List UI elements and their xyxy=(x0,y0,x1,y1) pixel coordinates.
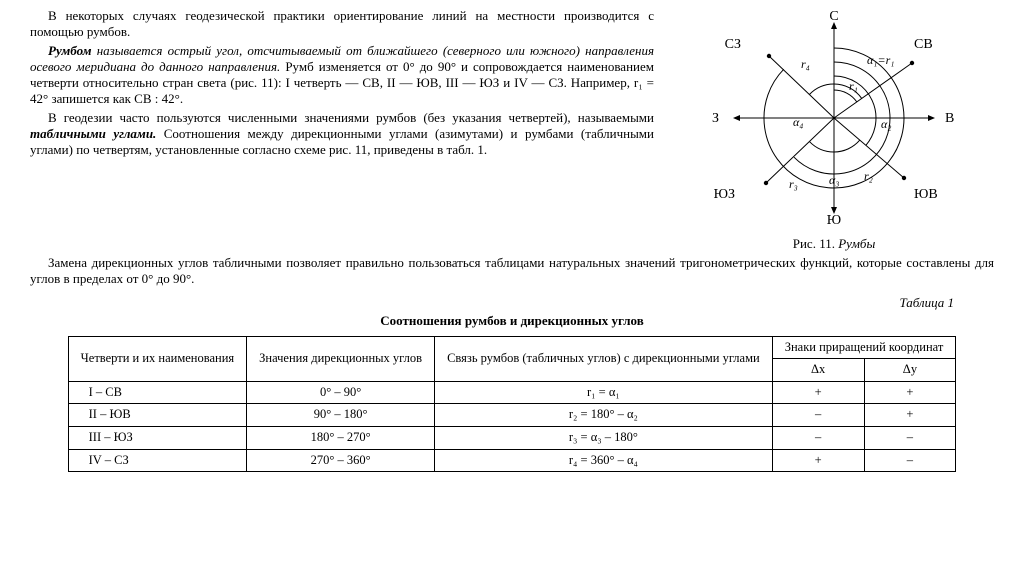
dir-w: З xyxy=(712,111,719,126)
table-row: III – ЮЗ 180° – 270° r₃ = α₃ – 180° – – xyxy=(68,427,956,450)
text-column: В некоторых случаях геодезической практи… xyxy=(30,8,654,160)
lbl-a3: α₃ xyxy=(829,173,839,187)
top-section: В некоторых случаях геодезической практи… xyxy=(30,8,994,253)
para-3: В геодезии часто пользуются численными з… xyxy=(30,110,654,159)
th-signs: Знаки приращений координат xyxy=(772,336,956,359)
table-header-row: Четверти и их наименования Значения дире… xyxy=(68,336,956,359)
table-row: IV – СЗ 270° – 360° r₄ = 360° – α₄ + – xyxy=(68,449,956,472)
para-2: Румбом называется острый угол, отсчитыва… xyxy=(30,43,654,108)
dir-s: Ю xyxy=(827,213,841,228)
table-row: I – СВ 0° – 90° r₁ = α₁ + + xyxy=(68,381,956,404)
lbl-a2: α₂ xyxy=(881,117,891,131)
table-row: II – ЮВ 90° – 180° r₂ = 180° – α₂ – + xyxy=(68,404,956,427)
lbl-a4: α₄ xyxy=(793,115,803,129)
lbl-a1r1: α₁=r₁ xyxy=(867,53,894,67)
th-dx: Δx xyxy=(772,359,864,382)
table-title: Соотношения румбов и дирекционных углов xyxy=(30,313,994,329)
lbl-r1: r₁ xyxy=(849,79,858,93)
para-1: В некоторых случаях геодезической практи… xyxy=(30,8,654,41)
th-ranges: Значения дирекционных углов xyxy=(247,336,435,381)
th-quarters: Четверти и их наименования xyxy=(68,336,247,381)
dir-nw: СЗ xyxy=(725,37,741,52)
th-relation: Связь румбов (табличных углов) с дирекци… xyxy=(435,336,773,381)
lbl-r3: r₃ xyxy=(789,177,798,191)
lbl-r2: r₂ xyxy=(864,169,873,183)
term-rumb: Румбом xyxy=(48,43,92,58)
dir-se: ЮВ xyxy=(914,187,938,202)
th-dy: Δy xyxy=(864,359,956,382)
figure-column: С Ю В З СВ ЮВ ЮЗ СЗ α₁=r₁ α₂ α₃ α₄ r₁ r₂… xyxy=(674,8,994,253)
relations-table: Четверти и их наименования Значения дире… xyxy=(68,336,957,473)
dir-ne: СВ xyxy=(914,37,933,52)
table-label: Таблица 1 xyxy=(30,295,954,311)
dir-e: В xyxy=(945,111,954,126)
lbl-r4: r₄ xyxy=(801,57,810,71)
dir-sw: ЮЗ xyxy=(714,187,735,202)
figure-caption: Рис. 11. Румбы xyxy=(674,236,994,252)
dir-n: С xyxy=(829,9,838,24)
rumby-diagram: С Ю В З СВ ЮВ ЮЗ СЗ α₁=r₁ α₂ α₃ α₄ r₁ r₂… xyxy=(689,8,979,228)
para-4: Замена дирекционных углов табличными поз… xyxy=(30,255,994,288)
